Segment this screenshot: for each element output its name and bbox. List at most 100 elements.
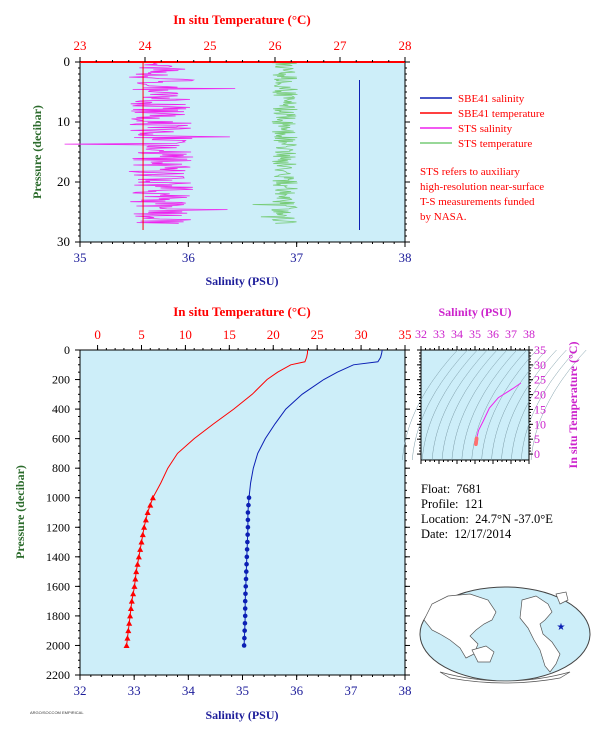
sts-salinity-line — [64, 61, 236, 224]
isopycnal — [402, 349, 458, 461]
temperature-marker — [135, 553, 142, 560]
salinity-marker — [245, 517, 251, 523]
ts-temperature-tick-label: 20 — [534, 388, 546, 402]
ts-salinity-tick-label: 35 — [469, 327, 481, 341]
float-label: Float: — [421, 482, 451, 496]
note-line: by NASA. — [420, 211, 467, 223]
salinity-marker — [245, 532, 250, 537]
bottom-salinity-axis-title: Salinity (PSU) — [205, 708, 278, 722]
ts-temperature-tick-label: 0 — [534, 447, 540, 461]
salinity-marker — [244, 554, 250, 560]
salinity-marker — [243, 591, 248, 597]
salinity-marker — [242, 620, 248, 626]
pressure-tick-label: 1800 — [46, 609, 70, 623]
temperature-marker — [127, 612, 134, 619]
pressure-tick-label: 200 — [52, 373, 70, 387]
temperature-marker — [127, 605, 134, 612]
salinity-tick-label: 35 — [74, 250, 87, 265]
salinity-tick-label: 37 — [344, 683, 358, 698]
temperature-marker — [130, 590, 137, 597]
ts-temperature-tick-label: 15 — [534, 402, 546, 416]
map-land-australia — [471, 645, 495, 663]
isopycnal — [481, 349, 537, 461]
temperature-marker — [133, 568, 140, 575]
temperature-marker — [139, 531, 146, 538]
ts-temperature-tick-label: 35 — [534, 343, 546, 357]
salinity-marker — [243, 569, 249, 574]
legend: SBE41 salinity SBE41 temperature STS salin… — [420, 93, 545, 150]
bottom-temperature-ticks: 0 5 10 15 20 25 30 35 — [94, 327, 412, 350]
ts-salinity-tick-label: 38 — [523, 327, 535, 341]
isopycnal-lines — [402, 349, 587, 461]
temperature-marker — [134, 561, 141, 567]
temperature-marker — [131, 583, 138, 589]
bottom-pressure-axis-title: Pressure (decibar) — [13, 465, 27, 559]
pressure-tick-label: 10 — [57, 114, 70, 129]
salinity-marker — [242, 598, 248, 604]
top-plot-area — [79, 61, 406, 243]
salinity-marker — [241, 643, 247, 648]
isopycnal — [431, 349, 488, 461]
salinity-marker — [243, 576, 249, 582]
temperature-marker — [123, 642, 130, 648]
bottom-temperature-axis-title: In situ Temperature (°C) — [173, 304, 311, 319]
sts-note: STS refers to auxiliary high-resolution … — [420, 166, 544, 223]
trace — [252, 61, 298, 224]
pressure-tick-label: 0 — [64, 343, 70, 357]
ts-salinity-tick-label: 33 — [433, 327, 445, 341]
date-value: 12/17/2014 — [454, 527, 512, 541]
salinity-marker — [246, 502, 251, 508]
top-salinity-axis-title: Salinity (PSU) — [205, 274, 278, 288]
salinity-tick-label: 35 — [236, 683, 249, 698]
salinity-markers — [241, 495, 252, 648]
sts-temperature-line — [252, 61, 298, 224]
legend-label: SBE41 salinity — [458, 93, 525, 105]
temperature-markers — [123, 494, 156, 648]
top-salinity-ticks: 35 36 37 38 — [74, 242, 412, 265]
salinity-marker — [242, 635, 247, 641]
isopycnal — [501, 349, 557, 461]
salinity-marker — [245, 524, 251, 530]
temperature-tick-label: 0 — [94, 327, 101, 342]
temperature-tick-label: 25 — [204, 38, 217, 53]
ts-points — [474, 436, 479, 447]
map-land-antarctica — [439, 671, 571, 684]
location-label: Location: — [421, 512, 469, 526]
note-line: STS refers to auxiliary — [420, 166, 520, 178]
temperature-tick-label: 24 — [139, 38, 153, 53]
isopycnal — [412, 349, 468, 461]
profile-label: Profile: — [421, 497, 459, 511]
isopycnal — [421, 349, 478, 461]
salinity-marker — [242, 606, 248, 611]
salinity-tick-label: 36 — [290, 683, 304, 698]
pressure-tick-label: 400 — [52, 402, 70, 416]
temperature-marker — [138, 539, 145, 545]
float-value: 7681 — [456, 482, 482, 496]
ts-temperature-tick-label: 5 — [534, 432, 540, 446]
temperature-tick-label: 25 — [311, 327, 324, 342]
pressure-tick-label: 20 — [57, 174, 70, 189]
temperature-tick-label: 30 — [355, 327, 368, 342]
temperature-tick-label: 35 — [399, 327, 412, 342]
salinity-marker — [242, 628, 247, 633]
salinity-tick-label: 38 — [399, 683, 412, 698]
map-land-americas — [519, 595, 561, 673]
temperature-marker — [125, 627, 132, 634]
temperature-marker — [147, 502, 154, 508]
ts-temperature-tick-label: 10 — [534, 417, 546, 431]
temperature-tick-label: 10 — [179, 327, 192, 342]
bottom-salinity-ticks: 32 33 34 35 36 37 38 — [74, 675, 412, 698]
temperature-marker — [126, 620, 133, 626]
salinity-marker — [244, 561, 249, 567]
location-value: 24.7°N -37.0°E — [475, 512, 553, 526]
isopycnal — [451, 349, 508, 461]
salinity-marker — [244, 547, 250, 552]
legend-label: STS salinity — [458, 123, 513, 135]
pressure-tick-label: 1200 — [46, 520, 70, 534]
ts-salinity-ticks: 32 33 34 35 36 37 38 — [415, 327, 535, 464]
temperature-marker — [142, 516, 149, 523]
trace — [64, 61, 236, 224]
